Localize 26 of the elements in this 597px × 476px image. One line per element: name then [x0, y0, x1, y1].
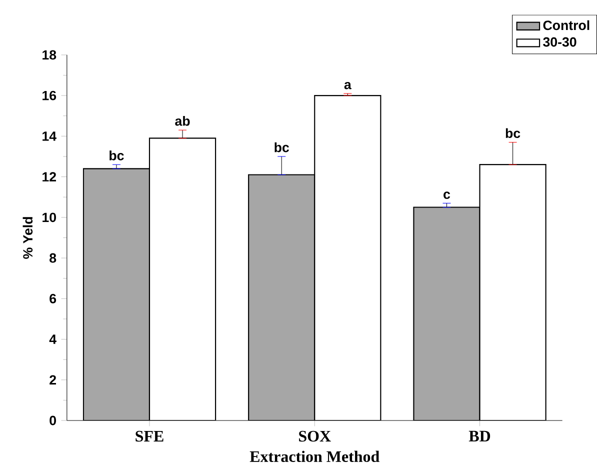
annotation: bc [110, 150, 124, 160]
legend-label: Control [543, 20, 590, 30]
y-tick-label: 14 [42, 131, 56, 141]
y-tick-label: 10 [42, 212, 56, 222]
annotation: bc [274, 142, 289, 152]
annotation: c [444, 191, 450, 199]
x-axis-title: Extraction Method [250, 450, 380, 462]
bar [82, 168, 150, 420]
y-tick-label: 0 [50, 416, 56, 425]
legend-label: 30-30 [543, 37, 576, 47]
bar [413, 206, 480, 420]
annotation: ab [175, 116, 190, 126]
annotation: bc [506, 128, 520, 138]
y-tick-label: 2 [50, 375, 56, 384]
y-tick-label: 16 [42, 90, 56, 100]
x-tick-label: BD [468, 430, 490, 442]
y-tick-label: 12 [42, 172, 56, 182]
bar [248, 174, 316, 420]
x-tick-label: SFE [136, 430, 164, 442]
x-tick-label: SOX [299, 430, 331, 442]
y-tick-label: 4 [49, 334, 56, 344]
y-tick-label: 6 [50, 294, 56, 304]
y-tick-label: 18 [42, 50, 56, 60]
annotation: a [344, 82, 352, 90]
y-tick-label: 8 [50, 253, 56, 263]
y-axis-title: % Yeld [22, 216, 33, 259]
